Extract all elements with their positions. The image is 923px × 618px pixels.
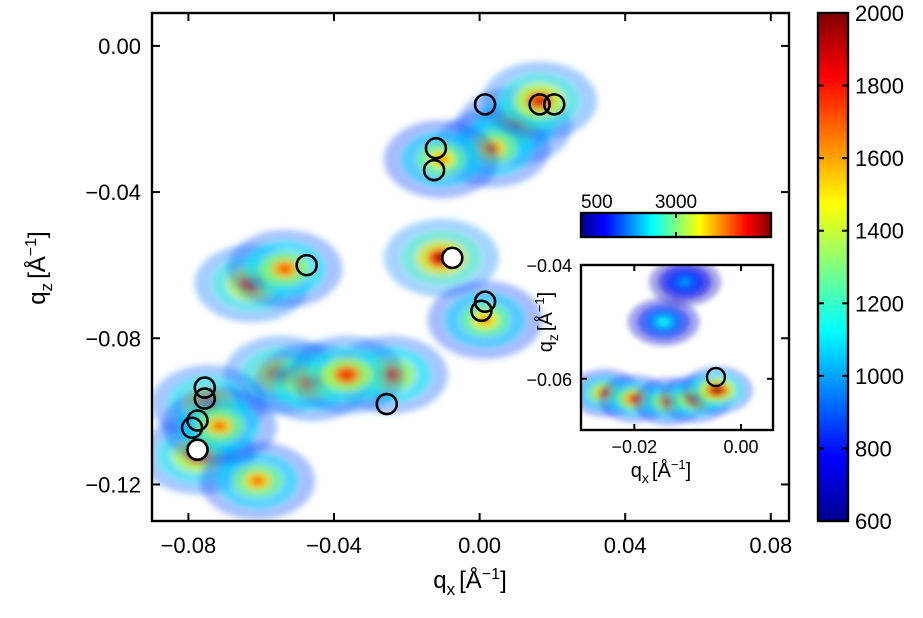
intensity-contour <box>278 264 292 274</box>
inset-peak-marker <box>705 366 727 388</box>
x-tick-label: 0.08 <box>749 533 792 558</box>
inset-y-axis-label: qz[Å−1] <box>532 292 561 352</box>
colorbar-tick-label: 1000 <box>855 364 904 389</box>
inset-colorbar: 500 3000 <box>579 192 773 239</box>
inset-colorbar-ticks: 500 3000 <box>581 192 697 237</box>
peak-marker <box>422 158 446 182</box>
inset-intensity-contour <box>658 318 669 326</box>
x-tick-label: −0.08 <box>161 533 217 558</box>
inset-colorbar-tick-label: 500 <box>581 192 613 213</box>
inset-y-tick-label: −0.06 <box>526 370 572 390</box>
intensity-contour <box>213 421 226 431</box>
inset-x-axis: −0.02 0.00 <box>612 265 759 457</box>
colorbar-tick-label: 600 <box>855 509 892 534</box>
intensity-contour <box>251 476 264 486</box>
inset-y-tick-label: −0.04 <box>526 256 572 276</box>
main-contour-plot: −0.08 −0.04 0.00 0.04 0.08 0.00−0.04−0.08−0.… <box>23 11 792 599</box>
inset-plot-frame <box>579 263 775 432</box>
colorbar-tick-label: 1600 <box>855 146 904 171</box>
y-tick-label: −0.12 <box>85 472 141 497</box>
peak-markers <box>180 93 566 462</box>
x-tick-label: −0.04 <box>306 533 362 558</box>
peak-marker <box>193 376 217 399</box>
peak-marker <box>424 136 448 160</box>
peak-marker <box>295 253 319 277</box>
main-colorbar-ticks: 2000 1800 1600 1400 1200 1000 800 600 <box>818 1 904 534</box>
main-y-axis-label: qz[Å−1] <box>23 231 56 304</box>
y-tick-label: −0.04 <box>85 180 141 205</box>
colorbar-tick-label: 1200 <box>855 291 904 316</box>
main-x-axis-label: qx [Å−1] <box>433 566 506 599</box>
colorbar-tick-label: 800 <box>855 436 892 461</box>
main-colorbar-gradient <box>818 13 848 521</box>
main-x-axis: −0.08 −0.04 0.00 0.04 0.08 <box>161 13 792 558</box>
inset-colorbar-tick-label: 3000 <box>655 192 697 213</box>
peak-marker <box>193 387 217 410</box>
main-colorbar: 2000 1800 1600 1400 1200 1000 800 600 <box>816 1 904 534</box>
inset-x-tick-label: 0.00 <box>723 437 758 457</box>
peak-marker <box>186 438 209 462</box>
inset-intensity-contour <box>712 386 722 394</box>
colorbar-tick-label: 1800 <box>855 74 904 99</box>
y-tick-label: −0.08 <box>85 326 141 351</box>
peak-marker <box>470 299 493 323</box>
x-tick-label: 0.00 <box>458 533 501 558</box>
inset-x-axis-label: qx [Å−1] <box>631 457 691 486</box>
peak-marker <box>186 409 209 432</box>
inset-contour-plot: −0.02 0.00 −0.04 −0.06 qx [Å−1] qz[Å−1] <box>526 256 775 486</box>
inset-y-axis: −0.04 −0.06 <box>526 256 773 390</box>
inset-intensity-contours <box>581 265 753 426</box>
y-tick-label: 0.00 <box>98 34 141 59</box>
inset-x-tick-label: −0.02 <box>612 437 658 457</box>
peak-marker <box>542 93 566 116</box>
main-plot-frame <box>150 11 791 523</box>
intensity-contour <box>533 96 546 105</box>
main-y-axis: 0.00 −0.04 −0.08 −0.12 <box>85 34 789 497</box>
inset-peak-markers <box>705 366 727 388</box>
colorbar-tick-label: 1400 <box>855 219 904 244</box>
peak-marker <box>375 392 399 416</box>
colorbar-tick-label: 2000 <box>855 1 904 26</box>
peak-marker <box>180 416 204 440</box>
x-tick-label: 0.04 <box>604 533 647 558</box>
inset-intensity-contour <box>680 278 690 286</box>
peak-marker <box>528 93 551 116</box>
peak-marker <box>440 246 464 270</box>
intensity-contour <box>340 370 353 380</box>
peak-marker <box>473 93 497 116</box>
